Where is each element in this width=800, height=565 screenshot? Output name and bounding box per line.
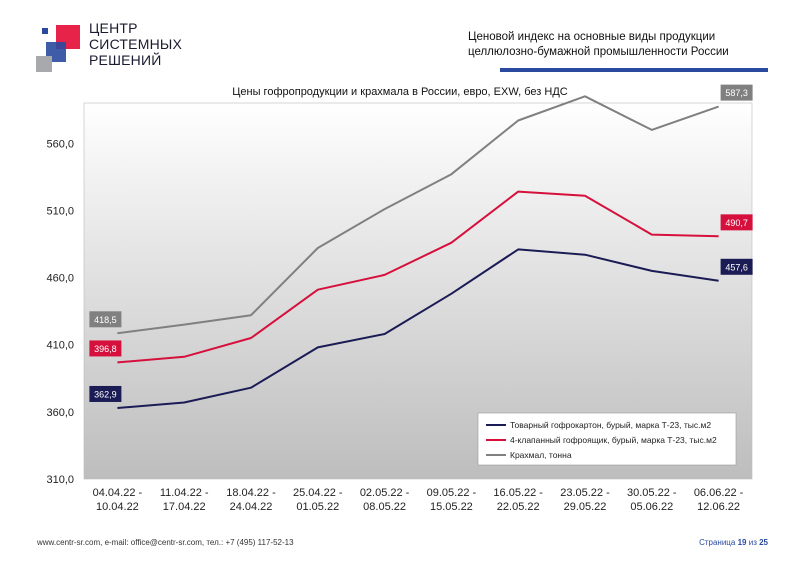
data-label-box bbox=[720, 258, 753, 275]
x-tick-label: 04.04.22 - bbox=[93, 487, 143, 499]
data-label-box bbox=[720, 214, 753, 231]
y-tick-label: 460,0 bbox=[46, 273, 74, 285]
company-logo bbox=[36, 25, 80, 72]
x-tick-label: 15.05.22 bbox=[430, 501, 473, 513]
data-label-first-2: 396,8 bbox=[89, 340, 122, 357]
legend-item-1: Товарный гофрокартон, бурый, марка Т-23,… bbox=[486, 420, 711, 430]
page-total: 25 bbox=[759, 538, 768, 547]
legend-label: Крахмал, тонна bbox=[510, 450, 572, 460]
logo-line-1: ЦЕНТР bbox=[89, 20, 138, 36]
x-tick-label: 02.05.22 - bbox=[360, 487, 410, 499]
data-label-last-2: 490,7 bbox=[720, 214, 753, 231]
legend-label: 4-клапанный гофроящик, бурый, марка Т-23… bbox=[510, 435, 717, 445]
series-line-1 bbox=[117, 248, 719, 409]
x-tick-label: 24.04.22 bbox=[230, 501, 273, 513]
x-tick-label: 16.05.22 - bbox=[493, 487, 543, 499]
of-word: из bbox=[748, 538, 757, 547]
footer-contacts: www.centr-sr.com, e-mail: office@centr-s… bbox=[37, 538, 294, 547]
logo-text: ЦЕНТР СИСТЕМНЫХ РЕШЕНИЙ bbox=[89, 20, 182, 68]
data-label-first-3: 418,5 bbox=[89, 311, 122, 328]
x-tick-label: 08.05.22 bbox=[363, 501, 406, 513]
data-label-box bbox=[89, 311, 122, 328]
data-label-text: 396,8 bbox=[94, 344, 117, 354]
legend-box bbox=[477, 412, 737, 466]
data-label-text: 587,3 bbox=[725, 88, 748, 98]
x-tick-label: 30.05.22 - bbox=[627, 487, 677, 499]
x-tick-label: 05.06.22 bbox=[630, 501, 673, 513]
data-label-text: 362,9 bbox=[94, 389, 117, 399]
x-tick-label: 09.05.22 - bbox=[427, 487, 477, 499]
series-line-2 bbox=[117, 190, 719, 364]
y-tick-label: 360,0 bbox=[46, 407, 74, 419]
data-label-text: 418,5 bbox=[94, 315, 117, 325]
x-tick-label: 11.04.22 - bbox=[160, 487, 209, 499]
x-tick-label: 06.06.22 - bbox=[694, 487, 744, 499]
logo-line-2: СИСТЕМНЫХ bbox=[89, 36, 183, 52]
x-tick-label: 22.05.22 bbox=[497, 501, 540, 513]
y-tick-label: 310,0 bbox=[46, 474, 74, 486]
header-title-line-1: Ценовой индекс на основные виды продукци… bbox=[468, 31, 716, 43]
page-word: Страница bbox=[699, 538, 736, 547]
legend-item-3: Крахмал, тонна bbox=[486, 450, 572, 460]
logo-square-small bbox=[42, 28, 48, 34]
footer-page-info: Страница 19 из 25 bbox=[699, 538, 768, 547]
data-label-box bbox=[89, 340, 122, 357]
data-label-box bbox=[89, 385, 122, 402]
y-tick-label: 510,0 bbox=[46, 205, 74, 217]
x-tick-label: 18.04.22 - bbox=[226, 487, 276, 499]
x-tick-label: 25.04.22 - bbox=[293, 487, 343, 499]
x-tick-label: 17.04.22 bbox=[163, 501, 206, 513]
x-tick-label: 23.05.22 - bbox=[560, 487, 610, 499]
x-tick-label: 10.04.22 bbox=[96, 501, 139, 513]
logo-square-gray bbox=[36, 56, 52, 72]
data-label-last-3: 587,3 bbox=[720, 84, 753, 101]
data-label-box bbox=[720, 84, 753, 101]
header-accent-bar bbox=[500, 68, 768, 72]
data-label-first-1: 362,9 bbox=[89, 385, 122, 402]
x-tick-label: 12.06.22 bbox=[697, 501, 740, 513]
y-tick-label: 410,0 bbox=[46, 340, 74, 352]
data-label-text: 457,6 bbox=[725, 262, 748, 272]
data-label-text: 490,7 bbox=[725, 218, 748, 228]
data-label-last-1: 457,6 bbox=[720, 258, 753, 275]
logo-line-3: РЕШЕНИЙ bbox=[89, 52, 162, 68]
page-number: 19 bbox=[737, 538, 747, 547]
x-tick-label: 01.05.22 bbox=[296, 501, 339, 513]
legend-label: Товарный гофрокартон, бурый, марка Т-23,… bbox=[510, 420, 711, 430]
header-title: Ценовой индекс на основные виды продукци… bbox=[468, 30, 768, 60]
series-line-3 bbox=[117, 95, 719, 335]
legend-item-2: 4-клапанный гофроящик, бурый, марка Т-23… bbox=[486, 435, 717, 445]
chart-title: Цены гофропродукции и крахмала в России,… bbox=[232, 86, 568, 98]
header-title-line-2: целлюлозно-бумажной промышленности Росси… bbox=[468, 46, 729, 58]
y-tick-label: 560,0 bbox=[46, 138, 74, 150]
x-tick-label: 29.05.22 bbox=[564, 501, 607, 513]
